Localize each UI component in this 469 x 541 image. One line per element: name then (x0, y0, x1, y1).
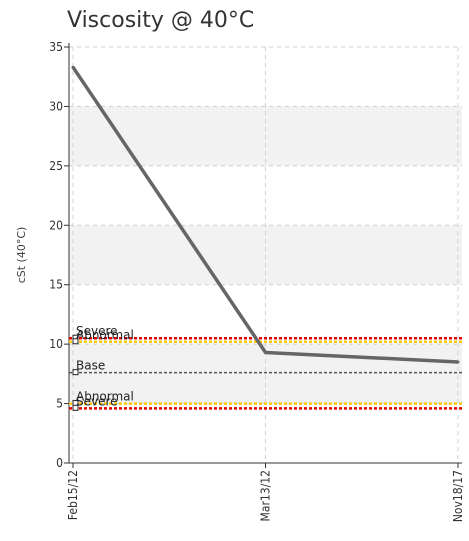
y-axis-label: cSt (40°C) (15, 227, 28, 284)
y-tick-label: 35 (49, 40, 63, 54)
threshold-label: Severe (76, 394, 118, 408)
y-tick-label: 25 (49, 159, 63, 173)
threshold-marker (72, 404, 79, 411)
axes (64, 43, 462, 468)
y-tick-label: 5 (56, 397, 63, 411)
x-tick-label: Nov18/17 (451, 470, 465, 522)
x-tick-label: Feb15/12 (66, 470, 80, 520)
y-tick-label: 15 (49, 278, 63, 292)
data-point (264, 350, 267, 354)
series-group (71, 65, 460, 364)
x-tick-labels: Feb15/12 Mar13/12 Nov18/17 (66, 470, 465, 522)
y-tick-label: 10 (49, 337, 63, 351)
y-tick-label: 20 (49, 218, 63, 232)
threshold-marker (72, 338, 79, 345)
threshold-label: Abnormal (76, 328, 134, 342)
threshold-label: Severe (76, 324, 118, 338)
y-tick-labels: 0 5 10 15 20 25 30 35 (49, 40, 63, 470)
threshold-label: Abnormal (76, 390, 134, 404)
y-tick-label: 0 (56, 456, 63, 470)
data-point (456, 360, 460, 364)
y-tick-label: 30 (49, 99, 63, 113)
chart-title: Viscosity @ 40°C (67, 8, 254, 33)
threshold-label: Base (76, 359, 105, 373)
x-tick-label: Mar13/12 (259, 470, 273, 521)
threshold-marker (72, 369, 79, 376)
data-point (71, 65, 75, 69)
